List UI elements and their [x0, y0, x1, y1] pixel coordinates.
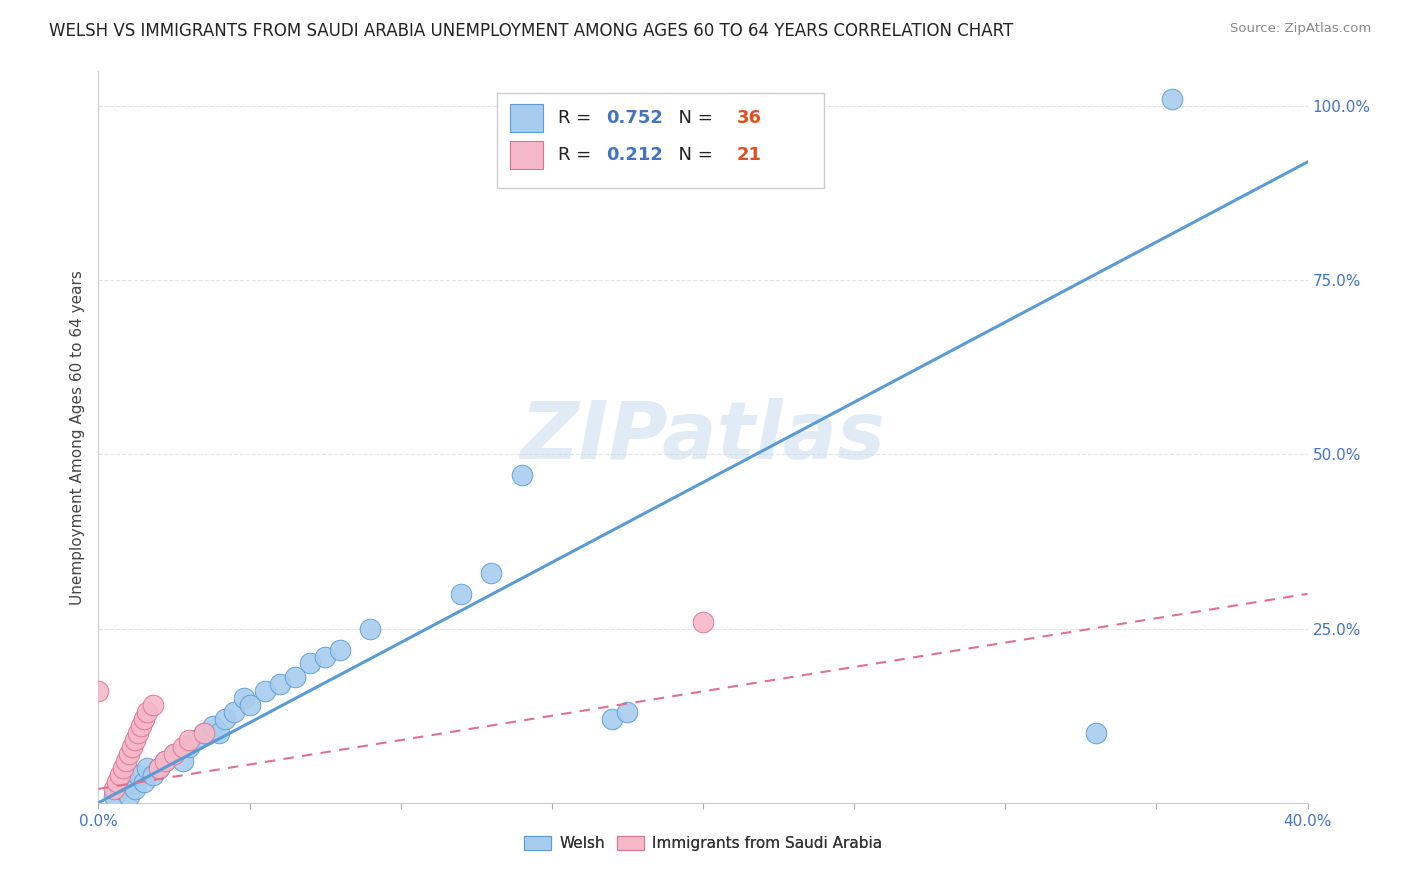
Welsh [132, 775, 155, 789]
Immigrants from Saudi Arabia [172, 740, 194, 755]
Immigrants from Saudi Arabia [103, 781, 125, 796]
Welsh [269, 677, 291, 691]
Text: Source: ZipAtlas.com: Source: ZipAtlas.com [1230, 22, 1371, 36]
Immigrants from Saudi Arabia [132, 712, 155, 726]
Text: 0.752: 0.752 [606, 109, 664, 128]
Welsh [124, 781, 146, 796]
Text: 21: 21 [737, 145, 762, 164]
Immigrants from Saudi Arabia [153, 754, 176, 768]
Immigrants from Saudi Arabia [121, 740, 143, 755]
Welsh [602, 712, 624, 726]
Welsh [208, 726, 231, 740]
Welsh [224, 705, 246, 719]
Immigrants from Saudi Arabia [87, 684, 110, 698]
Legend: Welsh, Immigrants from Saudi Arabia: Welsh, Immigrants from Saudi Arabia [517, 830, 889, 857]
Welsh [142, 768, 165, 782]
Welsh [202, 719, 225, 733]
Text: 0.212: 0.212 [606, 145, 664, 164]
FancyBboxPatch shape [509, 104, 543, 132]
Immigrants from Saudi Arabia [135, 705, 157, 719]
Text: N =: N = [666, 109, 718, 128]
Welsh [148, 761, 170, 775]
Welsh [103, 789, 125, 803]
Welsh [481, 566, 503, 580]
Welsh [179, 740, 201, 755]
Immigrants from Saudi Arabia [163, 747, 186, 761]
Welsh [510, 468, 533, 483]
Text: 36: 36 [737, 109, 762, 128]
Welsh [360, 622, 382, 636]
Text: ZIPatlas: ZIPatlas [520, 398, 886, 476]
Immigrants from Saudi Arabia [193, 726, 215, 740]
Welsh [163, 747, 186, 761]
Welsh [329, 642, 352, 657]
Immigrants from Saudi Arabia [114, 754, 136, 768]
FancyBboxPatch shape [509, 141, 543, 169]
Immigrants from Saudi Arabia [142, 698, 165, 713]
Text: R =: R = [558, 145, 598, 164]
Immigrants from Saudi Arabia [118, 747, 141, 761]
Immigrants from Saudi Arabia [179, 733, 201, 747]
Welsh [214, 712, 236, 726]
Welsh [232, 691, 254, 706]
Welsh [450, 587, 472, 601]
Immigrants from Saudi Arabia [105, 775, 128, 789]
Welsh [193, 726, 215, 740]
Welsh [114, 775, 136, 789]
Welsh [314, 649, 336, 664]
Immigrants from Saudi Arabia [108, 768, 131, 782]
Welsh [284, 670, 307, 684]
Welsh [172, 754, 194, 768]
Welsh [108, 781, 131, 796]
Welsh [127, 768, 149, 782]
Text: R =: R = [558, 109, 598, 128]
Welsh [1160, 92, 1182, 106]
Immigrants from Saudi Arabia [111, 761, 134, 775]
Text: N =: N = [666, 145, 718, 164]
Welsh [299, 657, 322, 671]
Welsh [253, 684, 276, 698]
FancyBboxPatch shape [498, 94, 824, 188]
Text: WELSH VS IMMIGRANTS FROM SAUDI ARABIA UNEMPLOYMENT AMONG AGES 60 TO 64 YEARS COR: WELSH VS IMMIGRANTS FROM SAUDI ARABIA UN… [49, 22, 1014, 40]
Welsh [153, 754, 176, 768]
Welsh [118, 789, 141, 803]
Welsh [135, 761, 157, 775]
Immigrants from Saudi Arabia [129, 719, 152, 733]
Welsh [184, 733, 207, 747]
Immigrants from Saudi Arabia [127, 726, 149, 740]
Welsh [239, 698, 262, 713]
Welsh [1085, 726, 1108, 740]
Y-axis label: Unemployment Among Ages 60 to 64 years: Unemployment Among Ages 60 to 64 years [70, 269, 86, 605]
Immigrants from Saudi Arabia [692, 615, 714, 629]
Immigrants from Saudi Arabia [124, 733, 146, 747]
Immigrants from Saudi Arabia [148, 761, 170, 775]
Welsh [616, 705, 638, 719]
